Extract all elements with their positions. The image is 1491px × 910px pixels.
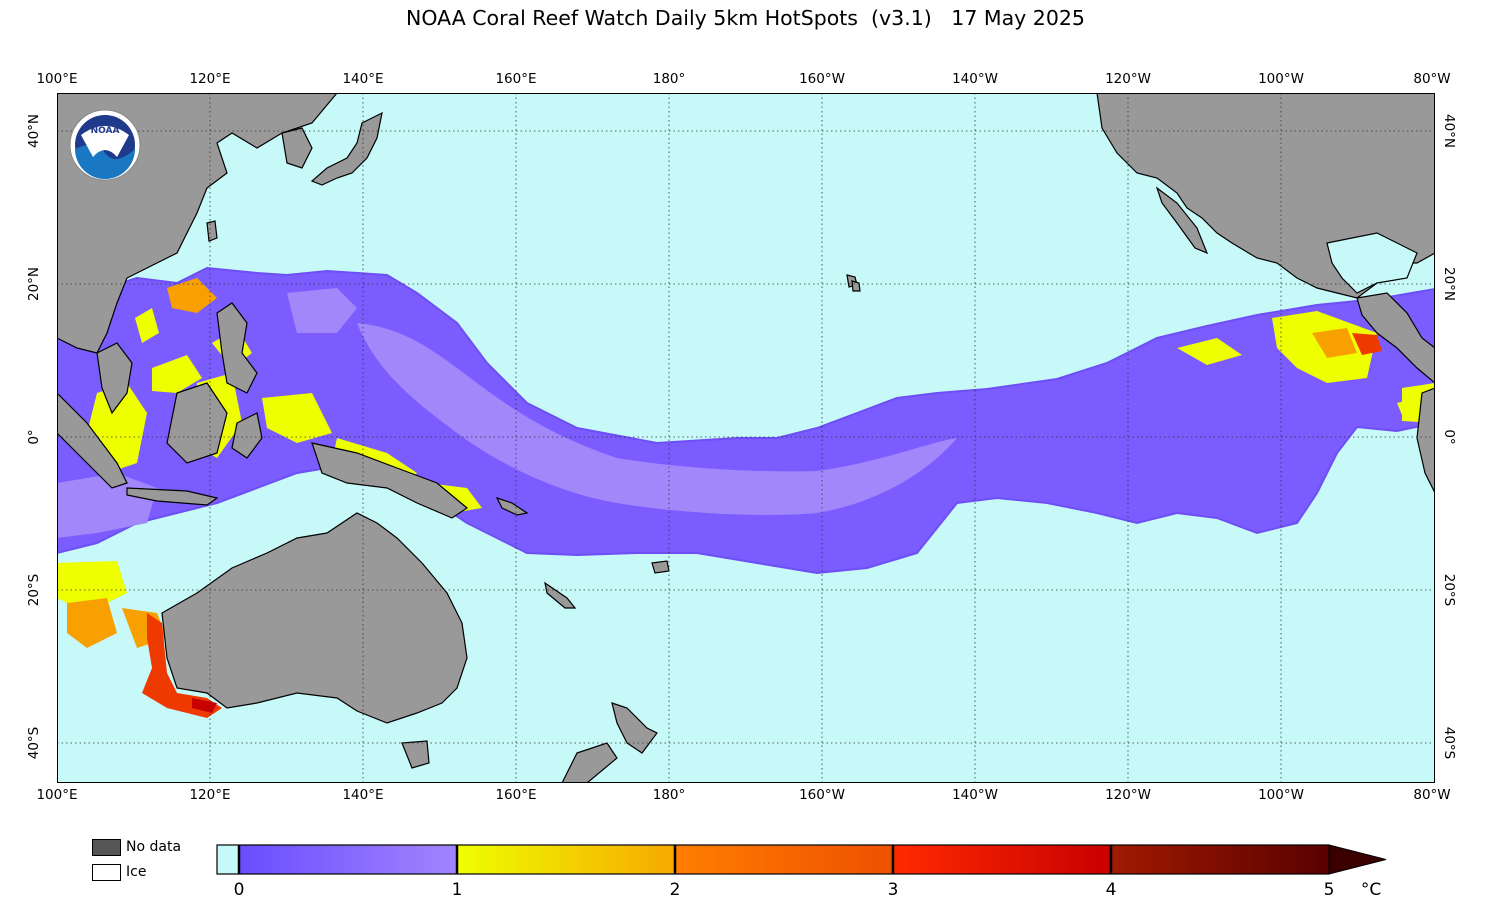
hotspot-orange-areas (67, 278, 1357, 648)
colorbar-tick-4: 4 (1105, 880, 1117, 900)
australia (161, 512, 468, 724)
hotspot-darkred-areas (192, 698, 217, 713)
colorbar-segment-2-3 (675, 845, 893, 874)
taiwan (206, 220, 218, 242)
lon-label-bottom: 100°W (1258, 787, 1304, 803)
hawaii-big-island (851, 280, 861, 292)
colorbar-unit: °C (1360, 880, 1382, 900)
colorbar-tick-0: 0 (233, 880, 245, 900)
map-title: NOAA Coral Reef Watch Daily 5km HotSpots… (406, 6, 1085, 30)
baja-california (1155, 186, 1209, 255)
no-data-swatch (92, 839, 121, 856)
sulawesi (231, 412, 263, 459)
lon-label-top: 100°E (36, 71, 78, 87)
java (126, 487, 219, 506)
lon-label-top: 140°E (342, 71, 384, 87)
lon-label-top: 160°W (799, 71, 845, 87)
ice-label: Ice (126, 864, 147, 880)
borneo (166, 382, 228, 464)
noaa-logo: NOAA (69, 109, 141, 181)
lon-label-top: 180° (652, 71, 686, 87)
central-america (1356, 292, 1435, 384)
colorbar-tick-2: 2 (669, 880, 681, 900)
lon-label-top: 160°E (495, 71, 537, 87)
no-data-label: No data (126, 839, 182, 855)
lon-label-bottom: 140°E (342, 787, 384, 803)
new-guinea (311, 442, 469, 519)
lat-label-right: 20°S (1441, 573, 1457, 607)
fiji (651, 560, 670, 574)
lon-label-top: 100°W (1258, 71, 1304, 87)
gulf-of-mexico (1326, 232, 1418, 294)
tasmania (401, 740, 430, 769)
lon-label-bottom: 120°E (189, 787, 231, 803)
lat-label-left: 20°S (26, 573, 42, 607)
lat-label-right: 20°N (1441, 266, 1457, 302)
korea (281, 127, 313, 169)
colorbar-segment-3-4 (893, 845, 1111, 874)
indochina (96, 342, 133, 415)
lon-label-top: 80°W (1413, 71, 1451, 87)
lon-label-bottom: 80°W (1413, 787, 1451, 803)
colorbar-segment-0-1 (239, 845, 457, 874)
lon-label-bottom: 100°E (36, 787, 78, 803)
lat-label-left: 0° (26, 429, 42, 445)
lat-label-left: 40°S (26, 726, 42, 760)
lon-label-top: 120°W (1105, 71, 1151, 87)
colorbar-segment-1-2 (457, 845, 675, 874)
colorbar-tick-5: 5 (1323, 880, 1335, 900)
lat-label-right: 40°N (1441, 113, 1457, 149)
new-caledonia (544, 581, 577, 609)
lon-label-bottom: 160°W (799, 787, 845, 803)
colorbar-tick-1: 1 (451, 880, 463, 900)
south-america (1416, 387, 1435, 494)
colorbar-tick-3: 3 (887, 880, 899, 900)
lat-label-left: 20°N (26, 266, 42, 302)
lon-label-bottom: 180° (652, 787, 686, 803)
lat-label-left: 40°N (26, 113, 42, 149)
colorbar-extend-arrow (1328, 844, 1387, 875)
lat-label-right: 0° (1441, 429, 1457, 445)
colorbar (216, 844, 1387, 875)
solomon-islands (495, 496, 529, 516)
lon-label-bottom: 120°W (1105, 787, 1151, 803)
map-frame (57, 93, 1435, 783)
colorbar-segment-ocean (216, 844, 240, 875)
graticule (57, 93, 1435, 783)
lon-label-bottom: 140°W (952, 787, 998, 803)
philippines (216, 302, 258, 394)
lon-label-bottom: 160°E (495, 787, 537, 803)
lon-label-top: 120°E (189, 71, 231, 87)
lat-label-right: 40°S (1441, 726, 1457, 760)
new-zealand-south (561, 742, 618, 783)
ice-swatch (92, 864, 121, 881)
hotspot-map: NOAA (57, 93, 1435, 783)
logo-text: NOAA (91, 126, 120, 136)
lon-label-top: 140°W (952, 71, 998, 87)
new-zealand-north (611, 702, 658, 754)
colorbar-segment-4-5 (1111, 845, 1329, 874)
sumatra (57, 392, 128, 489)
hotspot-red-areas (142, 333, 1382, 718)
